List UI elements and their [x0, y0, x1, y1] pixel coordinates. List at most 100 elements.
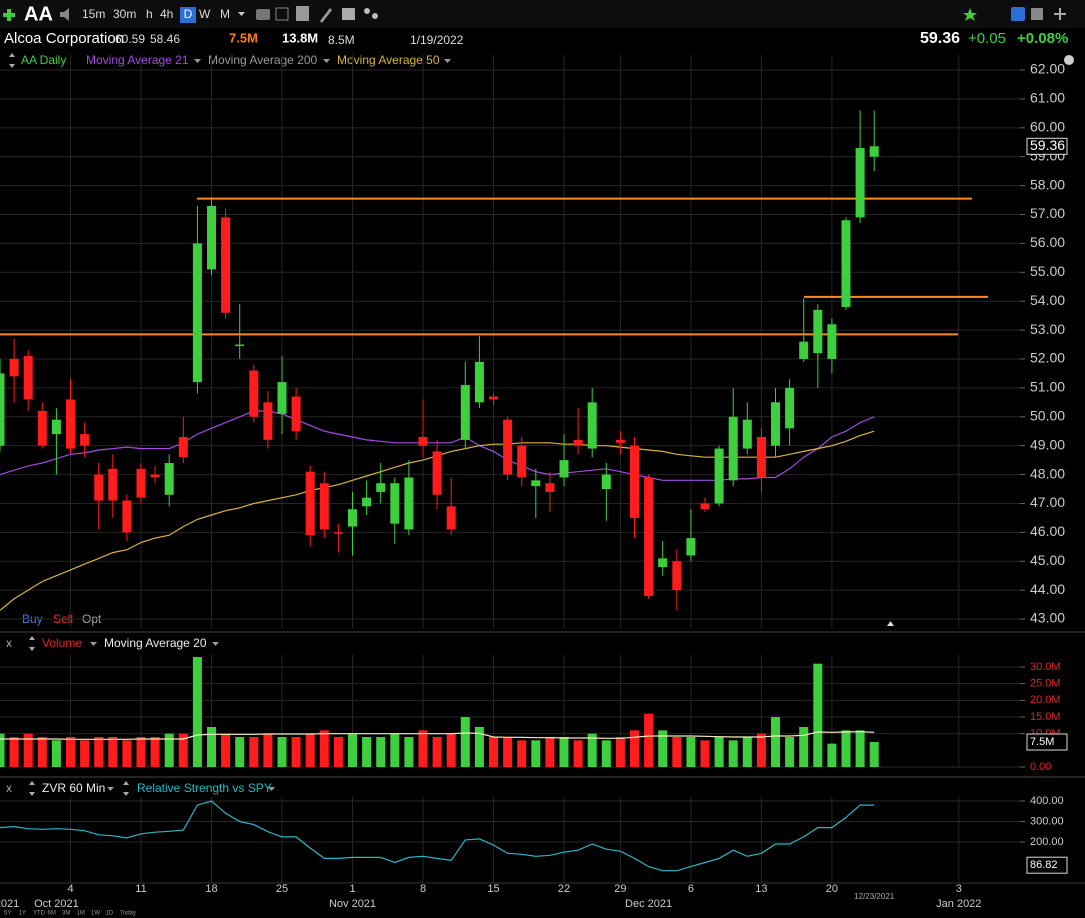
range-button[interactable]: YTD [33, 911, 46, 917]
candle-body [108, 468, 118, 501]
candle-body [178, 437, 188, 458]
candle-body [66, 399, 75, 449]
legend-price[interactable]: AA Daily [21, 53, 66, 67]
range-button[interactable]: 1M [77, 911, 85, 917]
dropdown-icon[interactable] [90, 642, 97, 646]
range-button[interactable]: 1W [91, 911, 100, 917]
tool-icon[interactable] [1011, 7, 1025, 21]
volume-bar [150, 737, 160, 767]
candle-body [305, 471, 315, 536]
dropdown-icon[interactable] [194, 59, 201, 63]
dropdown-icon[interactable] [323, 59, 330, 63]
legend-study[interactable]: ZVR 60 Min [42, 781, 105, 795]
close-button[interactable]: x [6, 636, 12, 650]
date: 1/19/2022 [410, 33, 464, 47]
volume-bar [277, 737, 287, 767]
dropdown-icon[interactable] [212, 642, 219, 646]
symbol[interactable]: AA [24, 3, 53, 25]
interval[interactable]: D [184, 7, 193, 21]
tool-icon[interactable] [296, 6, 309, 21]
avg-volume: 13.8M [282, 30, 318, 45]
high: 60.59 [115, 32, 145, 46]
volume-bar [714, 737, 724, 767]
volume-bar [841, 730, 851, 767]
legend-ma[interactable]: Moving Average 21 [86, 53, 189, 67]
interval[interactable]: 30m [113, 7, 136, 21]
candle-body [362, 497, 372, 507]
candle-body [37, 410, 47, 446]
interval[interactable]: h [146, 7, 153, 21]
y-tick-label: 44.00 [1030, 581, 1065, 597]
volume-bar [319, 730, 329, 767]
interval[interactable]: W [199, 7, 211, 21]
legend-ma[interactable]: Moving Average 50 [337, 53, 440, 67]
volume-bar [672, 737, 682, 767]
series-line [0, 800, 875, 872]
tool-icon[interactable] [364, 8, 370, 14]
current-value-box [1026, 137, 1068, 155]
legend-ma[interactable]: Moving Average 200 [208, 53, 318, 67]
updown-icon[interactable] [9, 53, 15, 68]
candle-body [630, 445, 639, 518]
volume-bar [418, 730, 428, 767]
add-icon[interactable] [3, 9, 15, 21]
close-button[interactable]: x [6, 781, 12, 795]
move-icon[interactable] [1054, 8, 1066, 20]
favorite-icon[interactable] [963, 8, 977, 21]
candle-body [841, 220, 851, 307]
candle-body [587, 402, 597, 449]
dropdown-icon[interactable] [238, 12, 245, 16]
candle-body [418, 437, 428, 446]
candle-body [771, 402, 780, 446]
interval[interactable]: M [220, 7, 230, 21]
volume-bar [122, 740, 132, 767]
scroll-marker[interactable] [887, 621, 894, 626]
candle-body [559, 460, 569, 478]
volume-bar [390, 733, 400, 767]
volume-bar [573, 740, 583, 767]
dropdown-icon[interactable] [107, 787, 114, 791]
y-tick-label: 46.00 [1030, 523, 1065, 539]
candle-body [545, 483, 555, 492]
current-value-box [1026, 856, 1068, 874]
interval[interactable]: 4h [160, 7, 173, 21]
range-button[interactable]: 1Y [19, 911, 26, 917]
y-tick-label: 15.0M [1030, 711, 1061, 723]
tool-icon[interactable] [275, 7, 289, 21]
volume-bar [686, 737, 696, 767]
updown-icon[interactable] [29, 636, 35, 651]
candle-body [686, 538, 696, 556]
range-button[interactable]: 6M [48, 911, 56, 917]
current-value-label: 86.82 [1030, 859, 1058, 871]
range-button[interactable]: 1D [106, 911, 114, 917]
volume-bar [0, 733, 5, 767]
volume-bar [9, 737, 19, 767]
tool-icon[interactable] [320, 8, 332, 23]
sound-icon[interactable] [60, 8, 69, 21]
range-button[interactable]: 3M [62, 911, 70, 917]
range-button[interactable]: 5Y [4, 911, 11, 917]
range-button[interactable]: Today [120, 911, 136, 917]
legend-ma[interactable]: Moving Average 20 [104, 636, 207, 650]
y-tick-label: 25.0M [1030, 678, 1061, 690]
legend-rs[interactable]: Relative Strength vs SPY [137, 781, 272, 795]
candle-body [348, 509, 357, 527]
tool-icon[interactable] [1031, 8, 1043, 20]
tool-icon[interactable] [372, 13, 378, 19]
updown-icon[interactable] [29, 781, 35, 796]
y-tick-label: 62.00 [1030, 61, 1065, 77]
candle-body [813, 309, 823, 354]
settings-icon[interactable] [1064, 55, 1074, 65]
interval[interactable]: 15m [82, 7, 105, 21]
dropdown-icon[interactable] [268, 787, 275, 791]
dropdown-icon[interactable] [444, 59, 451, 63]
candle-body [319, 483, 329, 530]
legend-volume[interactable]: Volume [42, 636, 82, 650]
tool-icon[interactable] [256, 9, 270, 20]
volume-bar [94, 737, 104, 767]
volume-bar [432, 737, 442, 767]
updown-icon[interactable] [123, 781, 129, 796]
tool-icon[interactable] [342, 8, 355, 20]
